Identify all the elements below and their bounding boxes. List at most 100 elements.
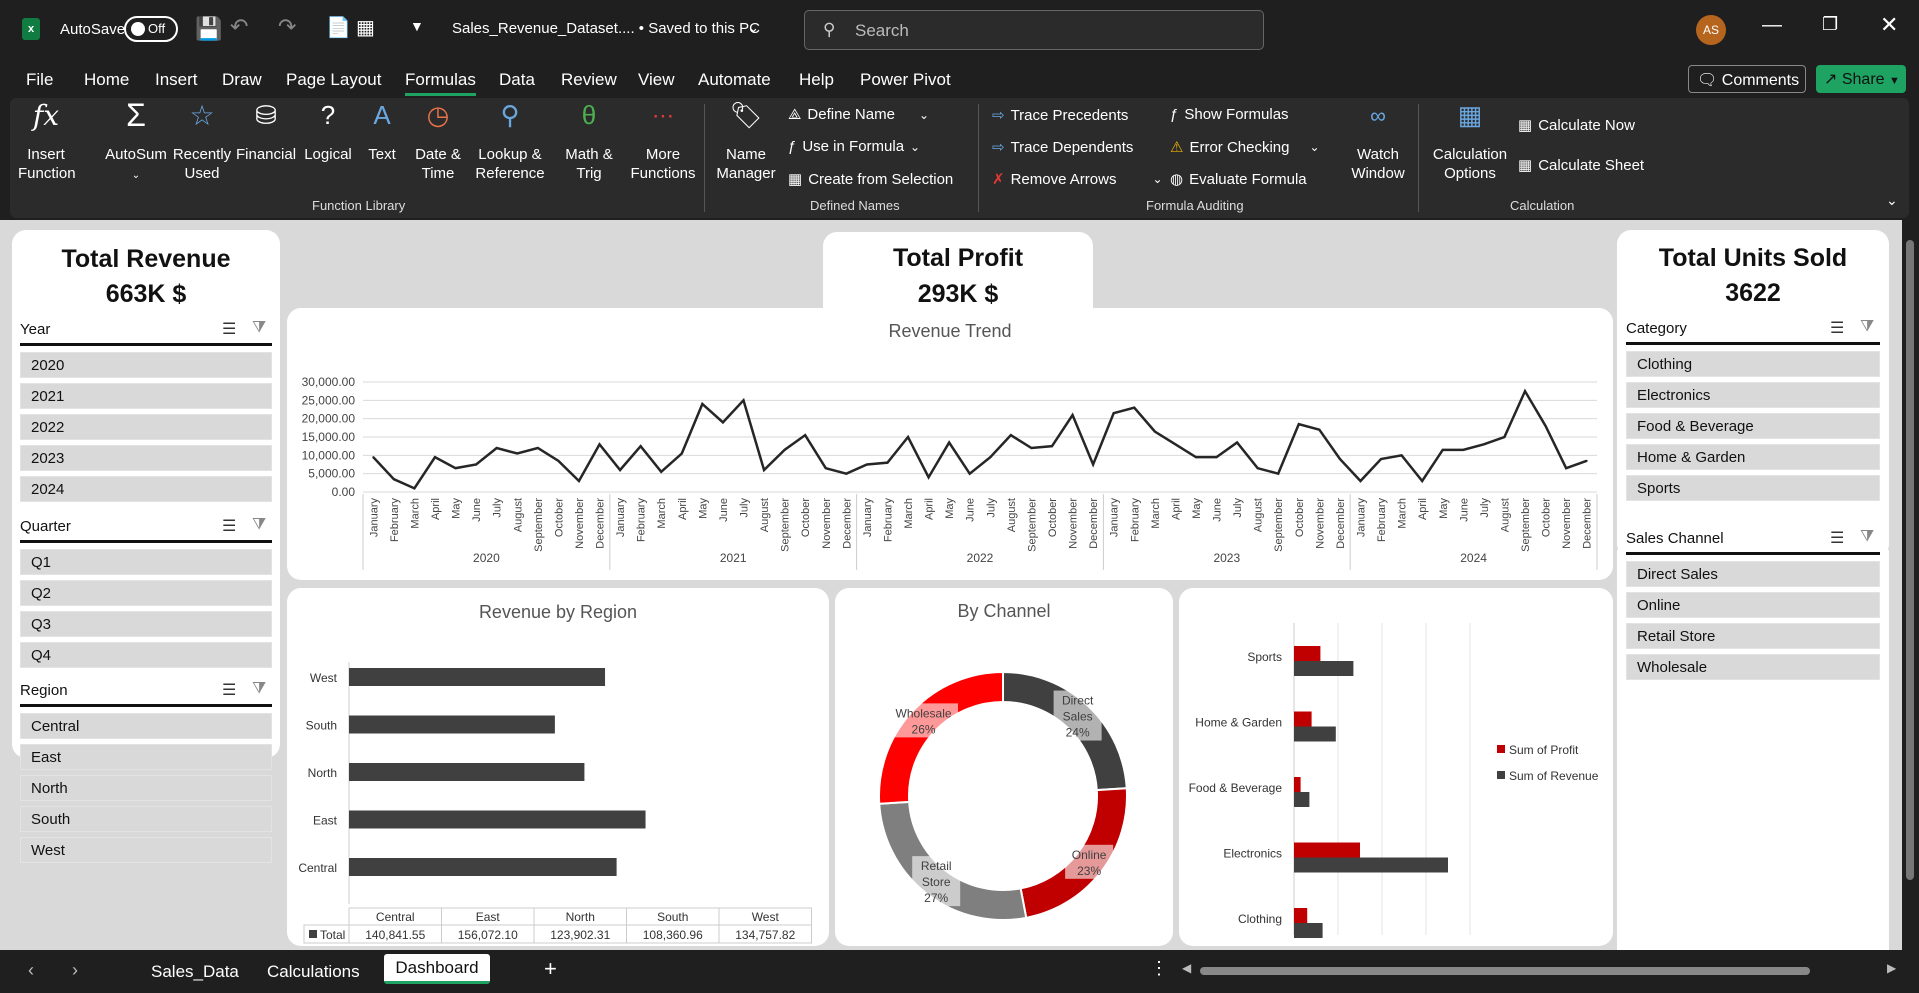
add-sheet-icon[interactable]: + — [544, 956, 557, 981]
channel-slicer-item[interactable]: Online — [1626, 592, 1880, 618]
calculate-sheet-button[interactable]: ▦ Calculate Sheet — [1518, 156, 1644, 175]
menu-data[interactable]: Data — [499, 70, 535, 89]
year-slicer-item[interactable]: 2020 — [20, 352, 272, 378]
quarter-clear-filter-icon[interactable]: ⧩ — [252, 516, 267, 533]
menu-insert[interactable]: Insert — [155, 70, 198, 89]
undo-icon[interactable]: ↶ — [230, 14, 249, 39]
scroll-thumb[interactable] — [1906, 240, 1914, 880]
show-formulas-button[interactable]: ƒ Show Formulas — [1170, 106, 1289, 123]
trace-precedents-button[interactable]: ⇨ Trace Precedents — [992, 106, 1128, 125]
region-slicer-item[interactable]: Central — [20, 713, 272, 739]
channel-slicer-item[interactable]: Wholesale — [1626, 654, 1880, 680]
quarter-slicer-item[interactable]: Q3 — [20, 611, 272, 637]
menu-review[interactable]: Review — [561, 70, 617, 89]
autosave-toggle[interactable]: Off — [124, 16, 178, 42]
channel-slicer-item[interactable]: Direct Sales — [1626, 561, 1880, 587]
region-slicer-item[interactable]: North — [20, 775, 272, 801]
menu-page-layout[interactable]: Page Layout — [286, 70, 382, 89]
more-functions-button[interactable]: ⋯ More Functions — [618, 105, 708, 183]
menu-power-pivot[interactable]: Power Pivot — [860, 70, 951, 89]
minimize-icon[interactable]: — — [1762, 14, 1782, 36]
region-multiselect-icon[interactable]: ☰ — [222, 682, 237, 699]
redo-icon[interactable]: ↷ — [278, 14, 297, 39]
document-title[interactable]: Sales_Revenue_Dataset.... • Saved to thi… — [452, 20, 760, 37]
quarter-multiselect-icon[interactable]: ☰ — [222, 518, 237, 535]
quarter-slicer-item[interactable]: Q2 — [20, 580, 272, 606]
region-slicer-item[interactable]: East — [20, 744, 272, 770]
region-clear-filter-icon[interactable]: ⧩ — [252, 680, 267, 697]
lookup-reference-button[interactable]: ⚲ Lookup & Reference — [468, 102, 552, 183]
use-in-formula-button[interactable]: ƒ Use in Formula ⌄ — [788, 138, 920, 155]
restore-icon[interactable]: ❐ — [1822, 14, 1839, 34]
avatar[interactable]: AS — [1696, 15, 1726, 45]
calculate-now-button[interactable]: ▦ Calculate Now — [1518, 116, 1635, 135]
tab-sales-data[interactable]: Sales_Data — [151, 962, 239, 981]
remove-arrows-button[interactable]: ✗ Remove Arrows ⌄ — [992, 170, 1163, 189]
logical-button[interactable]: ? Logical — [300, 102, 356, 164]
vertical-scrollbar[interactable] — [1902, 220, 1919, 950]
year-slicer-item[interactable]: 2024 — [20, 476, 272, 502]
date-time-button[interactable]: ◷ Date & Time — [408, 102, 468, 183]
menu-home[interactable]: Home — [84, 70, 130, 89]
insert-function-button[interactable]: fx Insert Function — [18, 102, 76, 183]
year-multiselect-icon[interactable]: ☰ — [222, 321, 237, 338]
category-multiselect-icon[interactable]: ☰ — [1830, 320, 1845, 337]
year-slicer-item[interactable]: 2021 — [20, 383, 272, 409]
menu-automate[interactable]: Automate — [698, 70, 771, 89]
save-icon[interactable]: 💾 — [195, 16, 223, 41]
year-slicer-item[interactable]: 2023 — [20, 445, 272, 471]
chevron-down-icon[interactable]: ⌄ — [748, 20, 759, 35]
customize-toolbar-icon[interactable]: ▼ — [410, 18, 424, 34]
financial-button[interactable]: ⛁ Financial — [236, 102, 296, 164]
menu-draw[interactable]: Draw — [222, 70, 262, 89]
horizontal-scrollbar[interactable]: ◀ ▶ — [1182, 961, 1902, 978]
menu-formulas[interactable]: Formulas — [405, 70, 476, 96]
form-icon[interactable]: ▦ — [356, 17, 375, 39]
name-manager-button[interactable]: 🏷 Name Manager — [712, 102, 780, 183]
close-icon[interactable]: ✕ — [1880, 12, 1899, 37]
scroll-thumb[interactable] — [1200, 967, 1810, 975]
channel-slicer-item[interactable]: Retail Store — [1626, 623, 1880, 649]
category-chart[interactable]: Sports Home & Garden Food & Beverage Electr… — [1179, 595, 1613, 945]
menu-help[interactable]: Help — [799, 70, 834, 89]
category-clear-filter-icon[interactable]: ⧩ — [1860, 318, 1875, 335]
recently-used-button[interactable]: ☆ Recently Used — [170, 102, 234, 183]
quarter-slicer-item[interactable]: Q1 — [20, 549, 272, 575]
trace-dependents-button[interactable]: ⇨ Trace Dependents — [992, 138, 1133, 157]
category-slicer-item[interactable]: Food & Beverage — [1626, 413, 1880, 439]
comments-button[interactable]: 🗨 Comments — [1688, 65, 1806, 93]
channel-clear-filter-icon[interactable]: ⧩ — [1860, 528, 1875, 545]
more-options-icon[interactable]: ⋮ — [1150, 958, 1168, 978]
create-from-selection-button[interactable]: ▦ Create from Selection — [788, 170, 953, 189]
share-button[interactable]: ↗ Share ▼ — [1816, 65, 1906, 93]
watch-window-button[interactable]: ∞ Watch Window — [1346, 105, 1410, 183]
category-slicer-item[interactable]: Clothing — [1626, 351, 1880, 377]
calculation-options-button[interactable]: ▦ Calculation Options — [1430, 102, 1510, 183]
search-box[interactable]: ⚲ Search — [804, 10, 1264, 50]
region-slicer-item[interactable]: South — [20, 806, 272, 832]
chevron-right-icon[interactable]: › — [72, 960, 78, 980]
category-slicer-item[interactable]: Sports — [1626, 475, 1880, 501]
category-slicer-item[interactable]: Electronics — [1626, 382, 1880, 408]
math-trig-button[interactable]: θ Math & Trig — [554, 102, 624, 183]
year-slicer-item[interactable]: 2022 — [20, 414, 272, 440]
category-slicer-item[interactable]: Home & Garden — [1626, 444, 1880, 470]
error-checking-button[interactable]: ⚠ Error Checking ⌄ — [1170, 138, 1320, 157]
tab-calculations[interactable]: Calculations — [267, 962, 360, 981]
new-file-icon[interactable]: 📄 — [326, 17, 351, 39]
region-slicer-item[interactable]: West — [20, 837, 272, 863]
channel-multiselect-icon[interactable]: ☰ — [1830, 530, 1845, 547]
autosum-button[interactable]: Σ AutoSum ⌄ — [102, 99, 170, 185]
quarter-slicer-item[interactable]: Q4 — [20, 642, 272, 668]
scroll-right-icon[interactable]: ▶ — [1887, 961, 1897, 975]
text-button[interactable]: A Text — [360, 102, 404, 164]
scroll-left-icon[interactable]: ◀ — [1182, 961, 1192, 975]
menu-view[interactable]: View — [638, 70, 675, 89]
region-chart[interactable]: West South North East Central Central 140,841.… — [287, 630, 829, 946]
tab-dashboard[interactable]: Dashboard — [384, 954, 490, 984]
channel-chart[interactable]: Direct Sales 24% Online 23% Retail Store 27% Who… — [835, 630, 1173, 946]
menu-file[interactable]: File — [26, 70, 54, 89]
chevron-left-icon[interactable]: ‹ — [28, 960, 34, 980]
revenue-trend-chart[interactable]: 30,000.00 25,000.00 20,000.00 15,000.00 10,0… — [287, 348, 1613, 580]
define-name-button[interactable]: ⟁ Define Name ⌄ — [788, 106, 929, 123]
